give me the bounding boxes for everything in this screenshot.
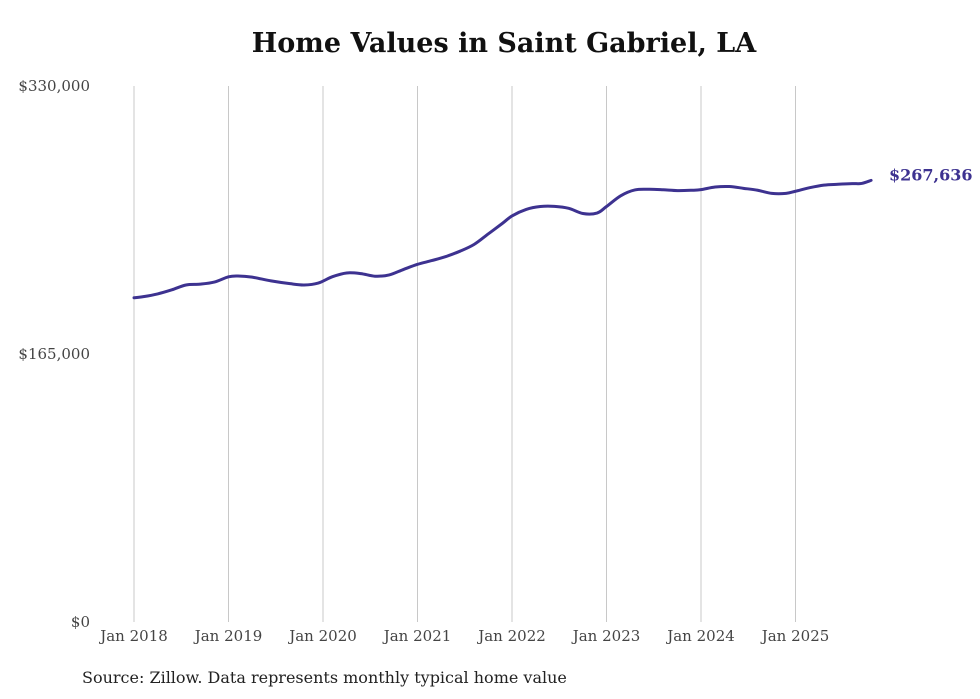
y-tick-label-0: $0	[71, 613, 90, 631]
x-tick-label-5: Jan 2023	[571, 627, 641, 645]
source-note: Source: Zillow. Data represents monthly …	[82, 668, 567, 687]
end-value-label: $267,636	[889, 165, 973, 184]
series-layer	[132, 178, 873, 300]
x-tick-label-0: Jan 2018	[98, 627, 168, 645]
x-tick-label-2: Jan 2020	[287, 627, 357, 645]
series-line-0	[132, 178, 873, 300]
y-axis: $0 $165,000 $330,000	[18, 77, 90, 631]
x-tick-label-4: Jan 2022	[476, 627, 546, 645]
label-layer: $267,636	[889, 165, 973, 184]
y-tick-label-2: $330,000	[18, 77, 90, 95]
x-tick-label-6: Jan 2024	[665, 627, 735, 645]
chart-title: Home Values in Saint Gabriel, LA	[251, 28, 757, 59]
x-tick-label-7: Jan 2025	[760, 627, 830, 645]
x-axis: Jan 2018 Jan 2019 Jan 2020 Jan 2021 Jan 2022…	[98, 627, 829, 645]
y-tick-label-1: $165,000	[18, 345, 90, 363]
x-tick-label-3: Jan 2021	[382, 627, 452, 645]
line-chart: $0$165,000$330,000 Jan 2018 Jan 2019 Jan 2…	[18, 77, 973, 645]
gridlines	[133, 86, 796, 622]
x-tick-label-1: Jan 2019	[193, 627, 263, 645]
